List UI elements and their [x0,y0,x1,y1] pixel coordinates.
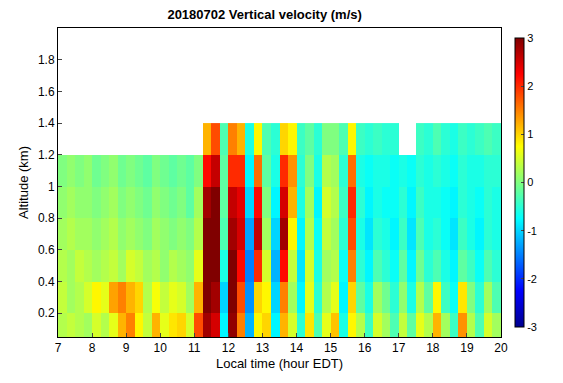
svg-text:17: 17 [392,341,406,355]
svg-text:Altitude (km): Altitude (km) [16,146,31,219]
svg-text:0.8: 0.8 [38,211,55,225]
svg-text:-1: -1 [527,225,537,237]
svg-text:1.6: 1.6 [38,85,55,99]
svg-text:13: 13 [256,341,270,355]
svg-text:1: 1 [527,128,533,140]
svg-text:1.2: 1.2 [38,148,55,162]
svg-text:20: 20 [494,341,508,355]
svg-text:1.4: 1.4 [38,116,55,130]
svg-text:9: 9 [123,341,130,355]
svg-text:-2: -2 [527,273,537,285]
svg-text:-3: -3 [527,321,537,333]
svg-text:3: 3 [527,32,533,44]
svg-text:1: 1 [48,180,55,194]
svg-text:18: 18 [426,341,440,355]
svg-text:16: 16 [358,341,372,355]
svg-text:0.4: 0.4 [38,275,55,289]
svg-text:20180702 Vertical velocity (m/: 20180702 Vertical velocity (m/s) [167,7,361,22]
svg-text:1.8: 1.8 [38,53,55,67]
svg-text:11: 11 [188,341,201,355]
svg-text:2: 2 [527,80,533,92]
svg-text:0.2: 0.2 [38,306,55,320]
svg-text:19: 19 [460,341,474,355]
svg-text:10: 10 [154,341,168,355]
svg-text:15: 15 [324,341,338,355]
svg-text:7: 7 [55,341,62,355]
svg-text:12: 12 [222,341,236,355]
svg-text:0.6: 0.6 [38,243,55,257]
svg-text:14: 14 [290,341,304,355]
svg-text:Local time (hour EDT): Local time (hour EDT) [216,356,343,371]
svg-text:0: 0 [527,176,533,188]
svg-text:8: 8 [89,341,96,355]
